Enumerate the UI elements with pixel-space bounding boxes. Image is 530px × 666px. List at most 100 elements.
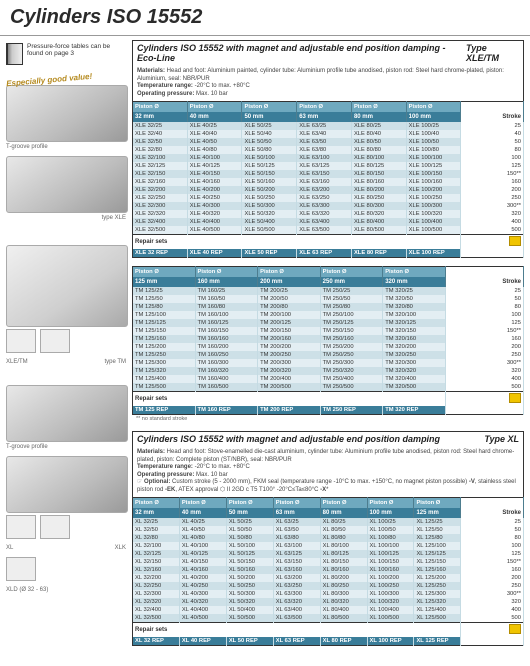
- pressure-icon: [6, 43, 23, 65]
- stroke-cell: 200: [461, 574, 524, 582]
- table-cell: TM 320/250: [383, 351, 446, 359]
- table-cell: XLE 40/125: [187, 162, 242, 170]
- table-cell: XL 32/320: [133, 598, 180, 606]
- caption-tm: type TM: [104, 359, 126, 365]
- col-head-piston: Piston Ø: [133, 267, 196, 278]
- table-cell: XL 32/150: [133, 558, 180, 566]
- stroke-cell: 500: [461, 614, 524, 623]
- stroke-cell: 100: [445, 311, 523, 319]
- table-cell: XL 40/400: [179, 606, 226, 614]
- col-head-piston: Piston Ø: [273, 498, 320, 509]
- col-head-stroke: Stroke: [461, 508, 524, 518]
- table-cell: XLE 50/160: [242, 178, 297, 186]
- table-cell: XL 63/200: [273, 574, 320, 582]
- table-cell: TM 320/300: [383, 359, 446, 367]
- section1-tableB: Piston ØPiston ØPiston ØPiston ØPiston Ø…: [132, 266, 524, 415]
- table-cell: TM 125/500: [133, 383, 196, 392]
- col-head-piston: Piston Ø: [414, 498, 461, 509]
- table-cell: XL 80/125: [320, 550, 367, 558]
- col-head-diam: 32 mm: [133, 112, 188, 122]
- table-cell: XLE 63/400: [297, 218, 352, 226]
- table-cell: XLE 80/125: [351, 162, 406, 170]
- table-cell: XLE 100/40: [406, 130, 461, 138]
- table-cell: TM 160/100: [195, 311, 258, 319]
- table-cell: TM 250/320: [320, 367, 383, 375]
- col-head-diam: 100 mm: [406, 112, 461, 122]
- table-cell: TM 125/160: [133, 335, 196, 343]
- table-cell: XLE 40/300: [187, 202, 242, 210]
- stroke-cell: 300**: [461, 202, 524, 210]
- section2-table: Piston ØPiston ØPiston ØPiston ØPiston Ø…: [132, 497, 524, 646]
- table-cell: XLE 80/400: [351, 218, 406, 226]
- table-cell: XL 63/500: [273, 614, 320, 623]
- col-head-stroke: Stroke: [461, 112, 524, 122]
- table-cell: XLE 50/320: [242, 210, 297, 218]
- repair-cell: TM 125 REP: [133, 406, 196, 415]
- table-cell: XL 80/400: [320, 606, 367, 614]
- table-cell: TM 320/320: [383, 367, 446, 375]
- table-cell: XL 50/125: [226, 550, 273, 558]
- section1-type: Type XLE/TM: [466, 43, 519, 63]
- caption-xl: XL: [6, 545, 13, 551]
- table-cell: XL 80/300: [320, 590, 367, 598]
- table-cell: TM 250/160: [320, 335, 383, 343]
- col-head-diam: 80 mm: [320, 508, 367, 518]
- table-cell: TM 250/150: [320, 327, 383, 335]
- right-column: Cylinders ISO 15552 with magnet and adju…: [132, 40, 524, 646]
- table-cell: XL 125/400: [414, 606, 461, 614]
- table-cell: XL 32/50: [133, 526, 180, 534]
- caption-xletm: XLE/TM: [6, 359, 28, 365]
- repair-cell: XL 125 REP: [414, 637, 461, 646]
- table-cell: XLE 63/500: [297, 226, 352, 235]
- stroke-cell: 200: [445, 343, 523, 351]
- table-cell: XL 50/400: [226, 606, 273, 614]
- table-cell: XLE 40/400: [187, 218, 242, 226]
- stroke-cell: 125: [445, 319, 523, 327]
- stroke-cell: 250: [445, 351, 523, 359]
- table-cell: TM 200/80: [258, 303, 321, 311]
- repair-cell: TM 160 REP: [195, 406, 258, 415]
- col-head-diam: 320 mm: [383, 277, 446, 287]
- table-cell: XL 80/320: [320, 598, 367, 606]
- table-cell: XLE 63/320: [297, 210, 352, 218]
- repair-cell: XL 80 REP: [320, 637, 367, 646]
- table-cell: TM 125/400: [133, 375, 196, 383]
- stroke-cell: 400: [461, 218, 524, 226]
- table-cell: XL 63/320: [273, 598, 320, 606]
- table-cell: XL 40/80: [179, 534, 226, 542]
- stroke-cell: 500: [445, 383, 523, 392]
- table-cell: XL 50/80: [226, 534, 273, 542]
- product-image-tm: [6, 245, 128, 327]
- stroke-cell: 160: [461, 566, 524, 574]
- table-cell: XLE 100/400: [406, 218, 461, 226]
- table-cell: XLE 40/50: [187, 138, 242, 146]
- page-title: Cylinders ISO 15552: [0, 0, 530, 36]
- table-cell: XLE 50/100: [242, 154, 297, 162]
- col-head-diam: 63 mm: [297, 112, 352, 122]
- table-cell: XLE 100/200: [406, 186, 461, 194]
- table-cell: TM 320/200: [383, 343, 446, 351]
- table-cell: XLE 80/500: [351, 226, 406, 235]
- table-cell: TM 125/50: [133, 295, 196, 303]
- table-cell: XLE 32/25: [133, 122, 188, 130]
- table-cell: XL 100/320: [367, 598, 414, 606]
- table-cell: XLE 50/250: [242, 194, 297, 202]
- stroke-cell: 25: [461, 122, 524, 130]
- col-head-diam: 40 mm: [187, 112, 242, 122]
- table-cell: TM 200/300: [258, 359, 321, 367]
- icon-xl: [6, 515, 36, 539]
- table-cell: TM 125/100: [133, 311, 196, 319]
- table-cell: TM 320/150: [383, 327, 446, 335]
- col-head-piston: Piston Ø: [320, 498, 367, 509]
- repair-cell: TM 250 REP: [320, 406, 383, 415]
- stroke-cell: 80: [461, 146, 524, 154]
- repair-cell: XL 63 REP: [273, 637, 320, 646]
- table-cell: XL 40/50: [179, 526, 226, 534]
- table-cell: TM 125/320: [133, 367, 196, 375]
- table-cell: XL 50/250: [226, 582, 273, 590]
- repair-cell: XLE 80 REP: [351, 249, 406, 258]
- table-cell: TM 160/50: [195, 295, 258, 303]
- table-cell: XL 32/300: [133, 590, 180, 598]
- table-cell: XL 63/100: [273, 542, 320, 550]
- stroke-cell: 100: [461, 542, 524, 550]
